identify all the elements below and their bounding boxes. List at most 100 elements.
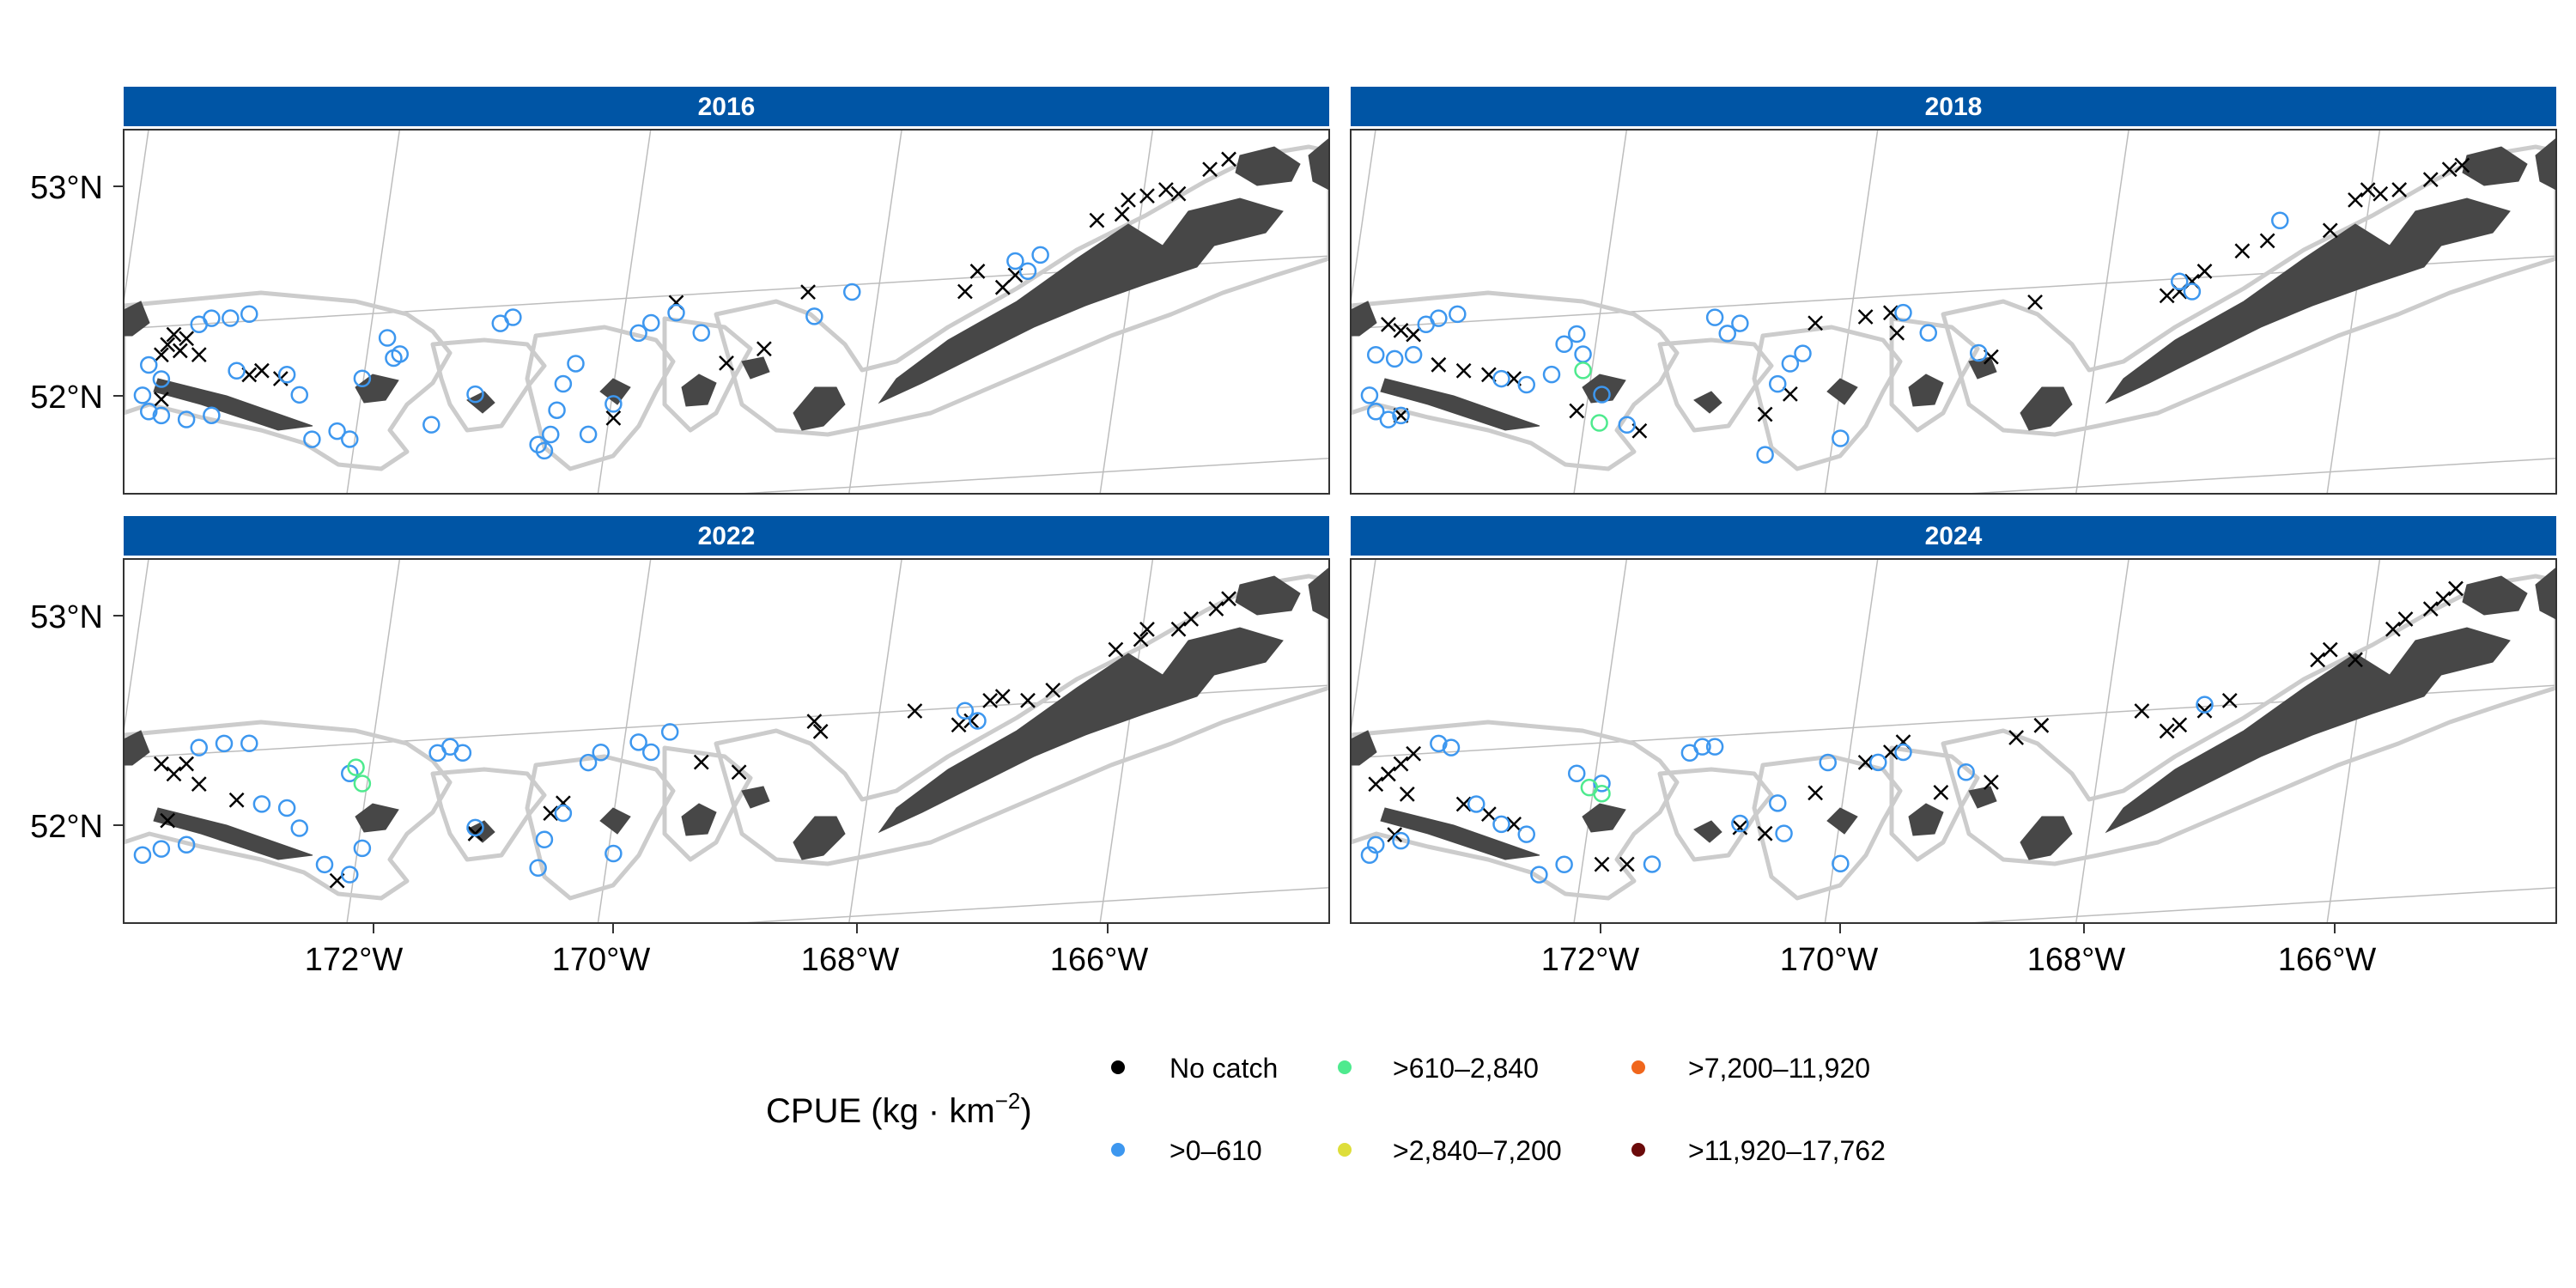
no-catch-marker [166,326,182,343]
cpue-point-0-610 [453,744,472,762]
depth-contour [714,574,1329,866]
no-catch-marker [1202,161,1218,178]
no-catch-stroke [957,283,973,300]
no-catch-marker [1393,323,1409,338]
no-catch-stroke [191,347,207,362]
no-catch-marker [467,826,483,841]
no-catch-stroke [1221,151,1236,167]
no-catch-marker [1406,326,1422,343]
depth-contour [1889,745,1980,862]
no-catch-marker [1089,212,1105,228]
no-catch-stroke [2422,601,2439,617]
legend-item-7200-11920: >7,200–11,920 [1631,1053,1870,1084]
depth-contour [1941,144,2556,437]
no-catch-stroke [1399,787,1415,802]
no-catch-marker [2435,591,2451,607]
no-catch-stroke [951,717,967,733]
no-catch-stroke [1183,611,1200,627]
no-catch-stroke [160,812,176,829]
no-catch-stroke [2391,182,2408,197]
island-land [355,803,399,833]
no-catch-marker [1393,756,1409,772]
island-land [1968,786,1997,809]
no-catch-stroke [982,693,999,708]
no-catch-stroke [1406,326,1422,343]
no-catch-marker [2234,243,2251,259]
no-catch-stroke [1480,367,1497,383]
no-catch-stroke [1406,745,1422,762]
no-catch-stroke [2372,185,2389,202]
cpue-point-0-610 [1970,343,1988,362]
cpue-point-0-610 [969,712,987,730]
no-catch-marker [1399,787,1415,802]
island-land [1308,567,1329,620]
island-land [681,803,717,836]
cpue-point-0-610 [1643,855,1662,873]
no-catch-marker [1882,744,1899,760]
no-catch-marker [1133,631,1149,647]
cpue-point-0-610 [328,422,346,440]
no-catch-marker [2360,182,2376,197]
cpue-point-0-610 [2171,272,2189,291]
island-land [793,816,846,860]
graticule-meridian [1351,130,1376,307]
cpue-point-0-610 [1731,314,1749,332]
no-catch-stroke [1807,785,1824,801]
cpue-point-0-610 [303,430,321,448]
depth-contour [1889,316,1980,433]
legend-item-no-catch: No catch [1111,1053,1278,1084]
x-tick-label-172w: 172°W [1541,942,1640,978]
cpue-point-0-610 [133,846,152,864]
cpue-point-0-610 [1542,365,1561,384]
cpue-point-0-610 [1568,325,1586,343]
island-land [2462,575,2528,616]
y-tick-label-53n: 53°N [30,599,103,635]
no-catch-stroke [2196,264,2213,279]
no-catch-stroke [2360,182,2376,197]
cpue-point-0-610 [1593,775,1611,793]
no-catch-stroke [179,756,195,772]
cpue-point-0-610 [353,839,372,858]
cpue-point-0-610 [1832,429,1850,447]
no-catch-stroke [2008,730,2025,745]
cpue-point-0-610 [222,309,240,327]
cpue-point-0-610 [1957,763,1975,781]
no-catch-stroke [907,703,923,719]
cpue-point-0-610 [1442,738,1461,756]
cpue-point-0-610 [1705,308,1724,326]
legend-key-7200-11920 [1631,1060,1645,1074]
no-catch-marker [191,347,207,362]
no-catch-marker [693,754,709,770]
facet-strip [1351,87,2556,126]
island-land [1351,301,1377,337]
no-catch-stroke [1506,371,1522,386]
cpue-point-0-610 [1006,252,1024,270]
cpue-point-0-610 [1869,753,1887,772]
legend-label-no-catch: No catch [1170,1053,1278,1084]
no-catch-stroke [1133,631,1149,647]
no-catch-stroke [1480,806,1497,823]
no-catch-stroke [153,347,169,363]
island-land [124,730,150,766]
no-catch-marker [957,283,973,300]
no-catch-marker [1431,356,1447,373]
no-catch-stroke [2234,243,2251,259]
facet-strip [1351,516,2556,556]
no-catch-marker [2322,641,2338,658]
no-catch-marker [2259,233,2275,249]
no-catch-marker [1157,182,1174,197]
no-catch-marker [179,331,195,347]
cpue-point-0-610 [1360,386,1379,404]
cpue-point-0-610 [579,753,598,772]
no-catch-marker [1594,856,1610,872]
island-land [793,386,846,431]
no-catch-stroke [719,355,734,371]
cpue-point-0-610 [535,441,554,460]
cpue-point-0-610 [1430,734,1448,753]
no-catch-marker [2033,717,2050,733]
cpue-point-0-610 [353,369,372,387]
island-land [466,391,495,414]
no-catch-marker [1619,856,1635,872]
x-axis-right: 172°W 170°W 168°W 166°W [1541,923,2376,978]
